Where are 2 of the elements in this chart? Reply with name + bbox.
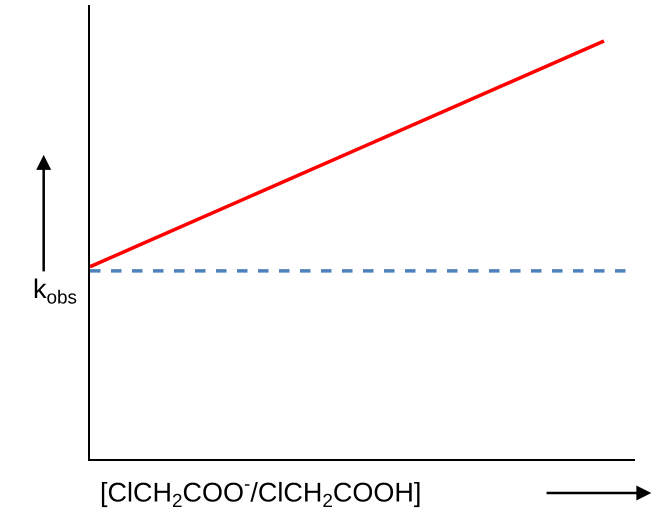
x-axis-title: [ClCH$_{2}$COO$^{-}$/ClCH$_{2}$COOH]	[100, 474, 422, 512]
y-axis-title: k$_{obs}$	[33, 274, 77, 309]
